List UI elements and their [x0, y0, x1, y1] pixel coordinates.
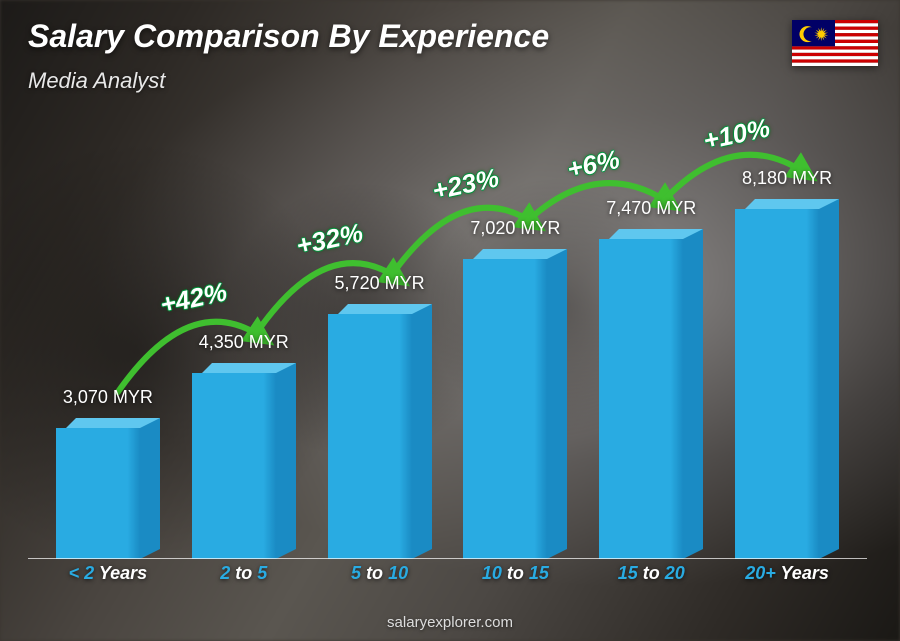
- bar-slot: 8,180 MYR: [719, 168, 855, 559]
- x-axis-label: 5 to 10: [312, 563, 448, 593]
- bar-value-label: 4,350 MYR: [199, 332, 289, 353]
- salary-bar: [599, 229, 703, 559]
- bar-value-label: 8,180 MYR: [742, 168, 832, 189]
- salary-bar: [56, 418, 160, 559]
- salary-bar: [463, 249, 567, 559]
- x-axis-label: 15 to 20: [583, 563, 719, 593]
- salary-bar-chart: 3,070 MYR 4,350 MYR 5,720 MYR 7,020 MYR 7,47…: [40, 100, 855, 593]
- source-attribution: salaryexplorer.com: [387, 614, 513, 631]
- bar-slot: 5,720 MYR: [312, 273, 448, 559]
- infographic-container: Salary Comparison By Experience Media An…: [0, 0, 900, 641]
- flag-malaysia-icon: [792, 20, 878, 66]
- salary-bar: [735, 199, 839, 559]
- salary-bar: [192, 363, 296, 559]
- bar-slot: 7,020 MYR: [447, 218, 583, 559]
- bar-value-label: 5,720 MYR: [335, 273, 425, 294]
- salary-bar: [328, 304, 432, 559]
- x-axis-label: < 2 Years: [40, 563, 176, 593]
- bar-value-label: 7,470 MYR: [606, 198, 696, 219]
- page-title: Salary Comparison By Experience: [28, 18, 549, 55]
- chart-baseline: [28, 558, 867, 559]
- page-subtitle: Media Analyst: [28, 68, 165, 94]
- bar-slot: 3,070 MYR: [40, 387, 176, 559]
- bar-slot: 4,350 MYR: [176, 332, 312, 559]
- x-axis-label: 10 to 15: [447, 563, 583, 593]
- bar-value-label: 3,070 MYR: [63, 387, 153, 408]
- x-axis-label: 2 to 5: [176, 563, 312, 593]
- bar-slot: 7,470 MYR: [583, 198, 719, 559]
- x-axis-label: 20+ Years: [719, 563, 855, 593]
- bar-value-label: 7,020 MYR: [470, 218, 560, 239]
